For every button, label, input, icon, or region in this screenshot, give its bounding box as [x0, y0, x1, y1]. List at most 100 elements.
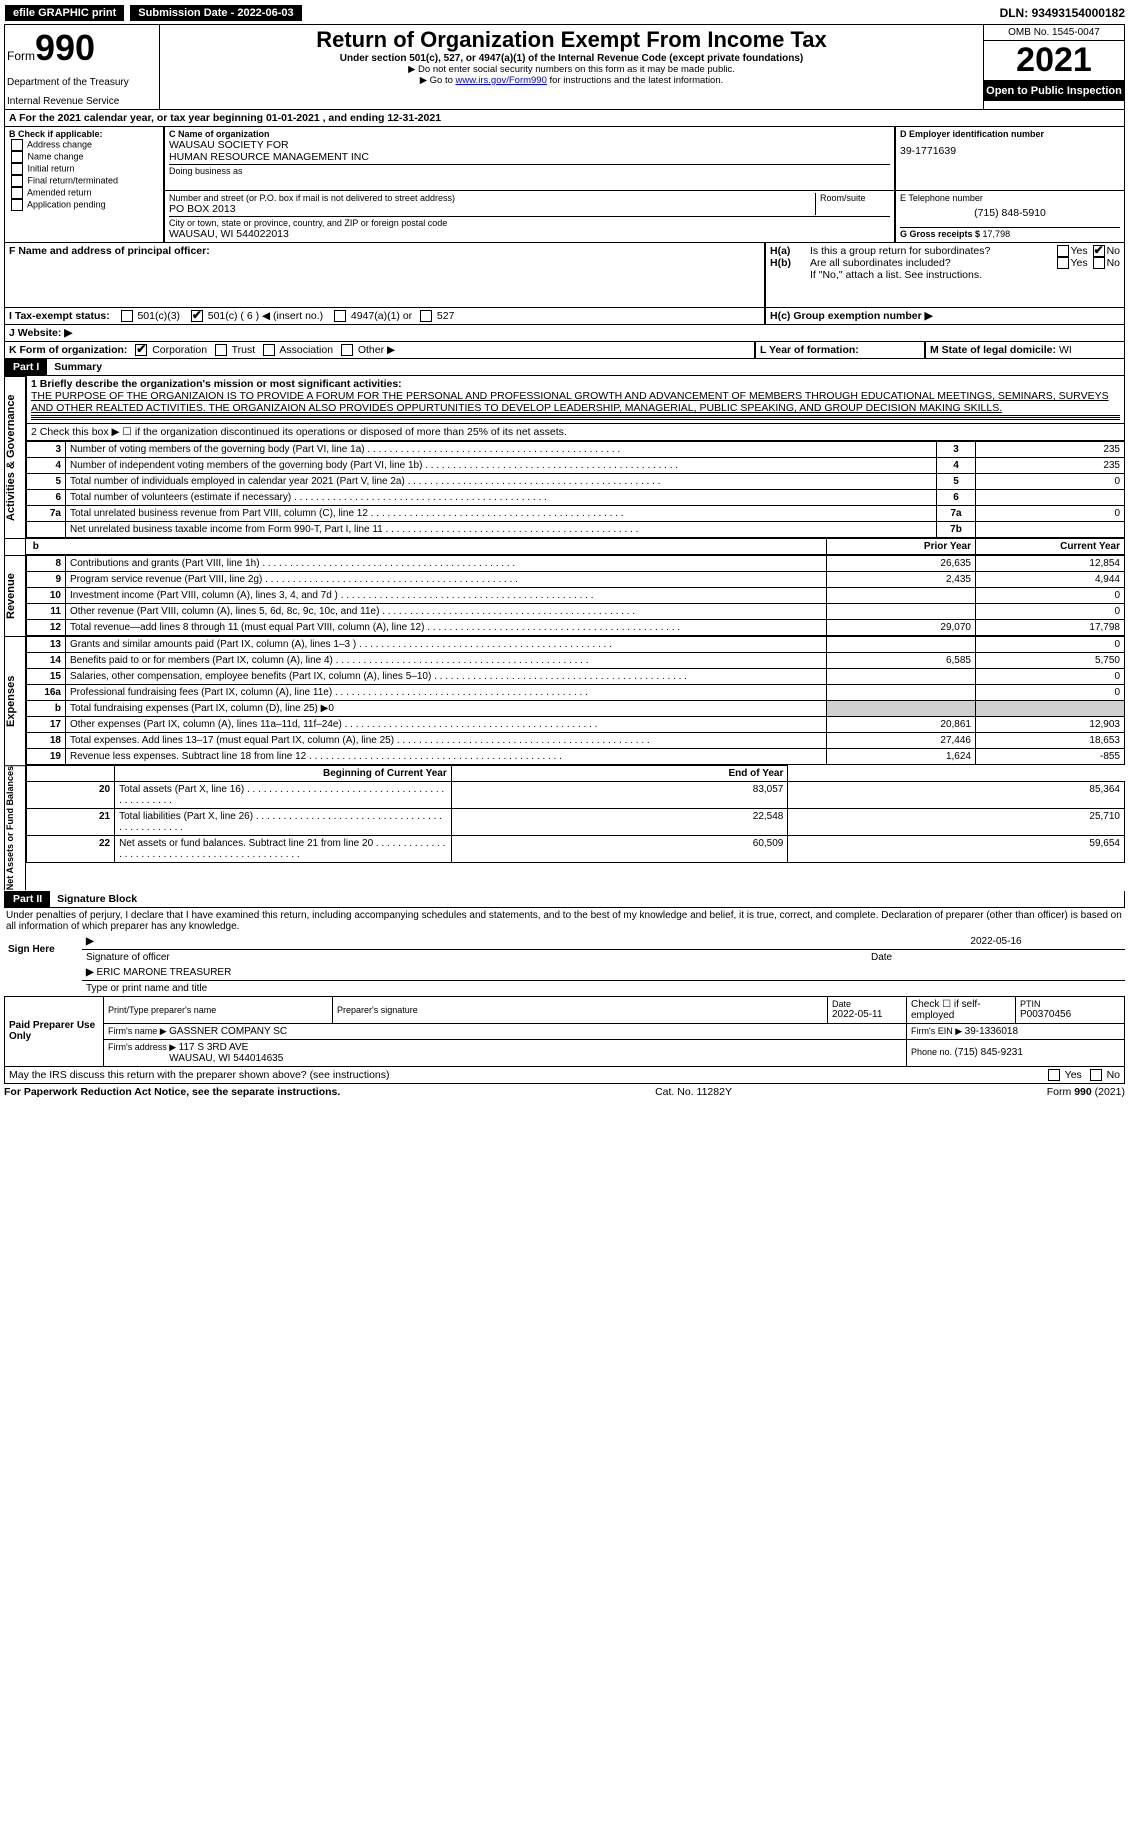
fh-block: F Name and address of principal officer:… — [4, 243, 1125, 308]
side-revenue: Revenue — [4, 555, 26, 636]
check-501c3[interactable] — [121, 310, 133, 322]
ptin-value: P00370456 — [1020, 1009, 1120, 1020]
dln: DLN: 93493154000182 — [1000, 6, 1125, 20]
footer-left: For Paperwork Reduction Act Notice, see … — [4, 1086, 340, 1098]
line2: 2 Check this box ▶ ☐ if the organization… — [26, 424, 1125, 441]
check-trust[interactable] — [215, 344, 227, 356]
check-final-return[interactable] — [11, 175, 23, 187]
box-g-label: G Gross receipts $ — [900, 229, 983, 239]
hc-label: H(c) Group exemption number ▶ — [770, 310, 933, 322]
side-expenses: Expenses — [4, 636, 26, 765]
check-4947[interactable] — [334, 310, 346, 322]
side-netassets: Net Assets or Fund Balances — [4, 765, 26, 890]
ha-no[interactable] — [1093, 245, 1105, 257]
footer-mid: Cat. No. 11282Y — [655, 1086, 732, 1098]
firm-addr1: 117 S 3RD AVE — [179, 1042, 249, 1053]
table-row: 17 Other expenses (Part IX, column (A), … — [27, 717, 1125, 733]
check-amended[interactable] — [11, 187, 23, 199]
box-i: I Tax-exempt status: 501(c)(3) 501(c) ( … — [4, 308, 765, 325]
eoy-header: End of Year — [451, 766, 788, 782]
efile-badge: efile GRAPHIC print — [4, 4, 125, 22]
box-c-label: C Name of organization — [169, 129, 890, 139]
check-527[interactable] — [420, 310, 432, 322]
table-row: 9 Program service revenue (Part VIII, li… — [27, 572, 1125, 588]
submission-date-badge: Submission Date - 2022-06-03 — [129, 4, 302, 22]
self-employed: Check ☐ if self-employed — [907, 996, 1016, 1023]
form-title-box: Return of Organization Exempt From Incom… — [160, 25, 983, 109]
room-label: Room/suite — [820, 193, 890, 203]
gross-receipts: 17,798 — [983, 229, 1011, 239]
table-row: 3 Number of voting members of the govern… — [27, 442, 1125, 458]
boy-header: Beginning of Current Year — [115, 766, 452, 782]
table-row: 12 Total revenue—add lines 8 through 11 … — [27, 620, 1125, 636]
header-grid: B Check if applicable: Address change Na… — [4, 127, 1125, 243]
ha-yes[interactable] — [1057, 245, 1069, 257]
hb-yes[interactable] — [1057, 257, 1069, 269]
firm-addr2: WAUSAU, WI 544014635 — [169, 1053, 283, 1064]
dept-label: Department of the Treasury — [7, 77, 157, 88]
addr-label: Number and street (or P.O. box if mail i… — [169, 193, 815, 203]
firm-name: GASSNER COMPANY SC — [169, 1026, 287, 1037]
city-value: WAUSAU, WI 544022013 — [169, 228, 890, 240]
org-name-1: WAUSAU SOCIETY FOR — [169, 139, 890, 151]
part1-badge: Part I — [5, 359, 47, 375]
irs-label: Internal Revenue Service — [7, 96, 157, 107]
mayirs-no[interactable] — [1090, 1069, 1102, 1081]
check-initial-return[interactable] — [11, 163, 23, 175]
table-row: 14 Benefits paid to or for members (Part… — [27, 653, 1125, 669]
irs-link[interactable]: www.irs.gov/Form990 — [456, 75, 547, 86]
box-l: L Year of formation: — [760, 344, 859, 356]
table-row: 13 Grants and similar amounts paid (Part… — [27, 637, 1125, 653]
check-501c[interactable] — [191, 310, 203, 322]
check-assoc[interactable] — [263, 344, 275, 356]
open-to-public: Open to Public Inspection — [984, 81, 1124, 101]
form-header: Form990 Department of the Treasury Inter… — [4, 24, 1125, 110]
hb-text: Are all subordinates included? — [810, 257, 1055, 269]
form-title: Return of Organization Exempt From Incom… — [162, 27, 981, 53]
mayirs-yes[interactable] — [1048, 1069, 1060, 1081]
sign-here-label: Sign Here — [4, 934, 82, 965]
hb-no[interactable] — [1093, 257, 1105, 269]
date-label: Date — [867, 949, 1125, 965]
declaration: Under penalties of perjury, I declare th… — [4, 908, 1125, 934]
org-name-2: HUMAN RESOURCE MANAGEMENT INC — [169, 151, 890, 163]
check-address-change[interactable] — [11, 139, 23, 151]
preparer-table: Paid Preparer Use Only Print/Type prepar… — [4, 996, 1125, 1067]
current-header: Current Year — [976, 539, 1125, 555]
prior-header: Prior Year — [827, 539, 976, 555]
box-d-label: D Employer identification number — [900, 129, 1120, 139]
sig-officer-label: Signature of officer — [82, 949, 867, 965]
table-row: 21 Total liabilities (Part X, line 26) 2… — [27, 809, 1125, 836]
table-row: 7a Total unrelated business revenue from… — [27, 506, 1125, 522]
box-m-value: WI — [1059, 344, 1072, 356]
hb-note: If "No," attach a list. See instructions… — [770, 269, 1120, 281]
box-b: B Check if applicable: Address change Na… — [4, 127, 164, 243]
page-footer: For Paperwork Reduction Act Notice, see … — [4, 1086, 1125, 1098]
table-row: 8 Contributions and grants (Part VIII, l… — [27, 556, 1125, 572]
check-other[interactable] — [341, 344, 353, 356]
table-row: 20 Total assets (Part X, line 16) 83,057… — [27, 782, 1125, 809]
firm-ein: 39-1336018 — [965, 1026, 1018, 1037]
check-pending[interactable] — [11, 199, 23, 211]
tax-year: 2021 — [984, 41, 1124, 81]
type-name-label: Type or print name and title — [82, 980, 1125, 996]
line1-label: 1 Briefly describe the organization's mi… — [31, 378, 1120, 390]
omb-number: OMB No. 1545-0047 — [984, 25, 1124, 41]
dba-label: Doing business as — [169, 166, 890, 176]
table-row: Net unrelated business taxable income fr… — [27, 522, 1125, 538]
table-row: 22 Net assets or fund balances. Subtract… — [27, 836, 1125, 863]
prep-date: 2022-05-11 — [832, 1009, 902, 1020]
box-k: K Form of organization: Corporation Trus… — [4, 342, 755, 359]
check-name-change[interactable] — [11, 151, 23, 163]
addr-value: PO BOX 2013 — [169, 203, 815, 215]
officer-name: ERIC MARONE TREASURER — [96, 967, 231, 978]
footer-right: Form 990 (2021) — [1047, 1086, 1125, 1098]
sig-date: 2022-05-16 — [867, 934, 1125, 950]
box-j: J Website: ▶ — [4, 325, 1125, 342]
may-irs-row: May the IRS discuss this return with the… — [4, 1067, 1125, 1084]
table-row: 11 Other revenue (Part VIII, column (A),… — [27, 604, 1125, 620]
part2-badge: Part II — [5, 891, 50, 907]
check-corp[interactable] — [135, 344, 147, 356]
signature-table: Sign Here ▶ 2022-05-16 Signature of offi… — [4, 934, 1125, 996]
instruction-2: ▶ Go to www.irs.gov/Form990 for instruct… — [162, 75, 981, 86]
